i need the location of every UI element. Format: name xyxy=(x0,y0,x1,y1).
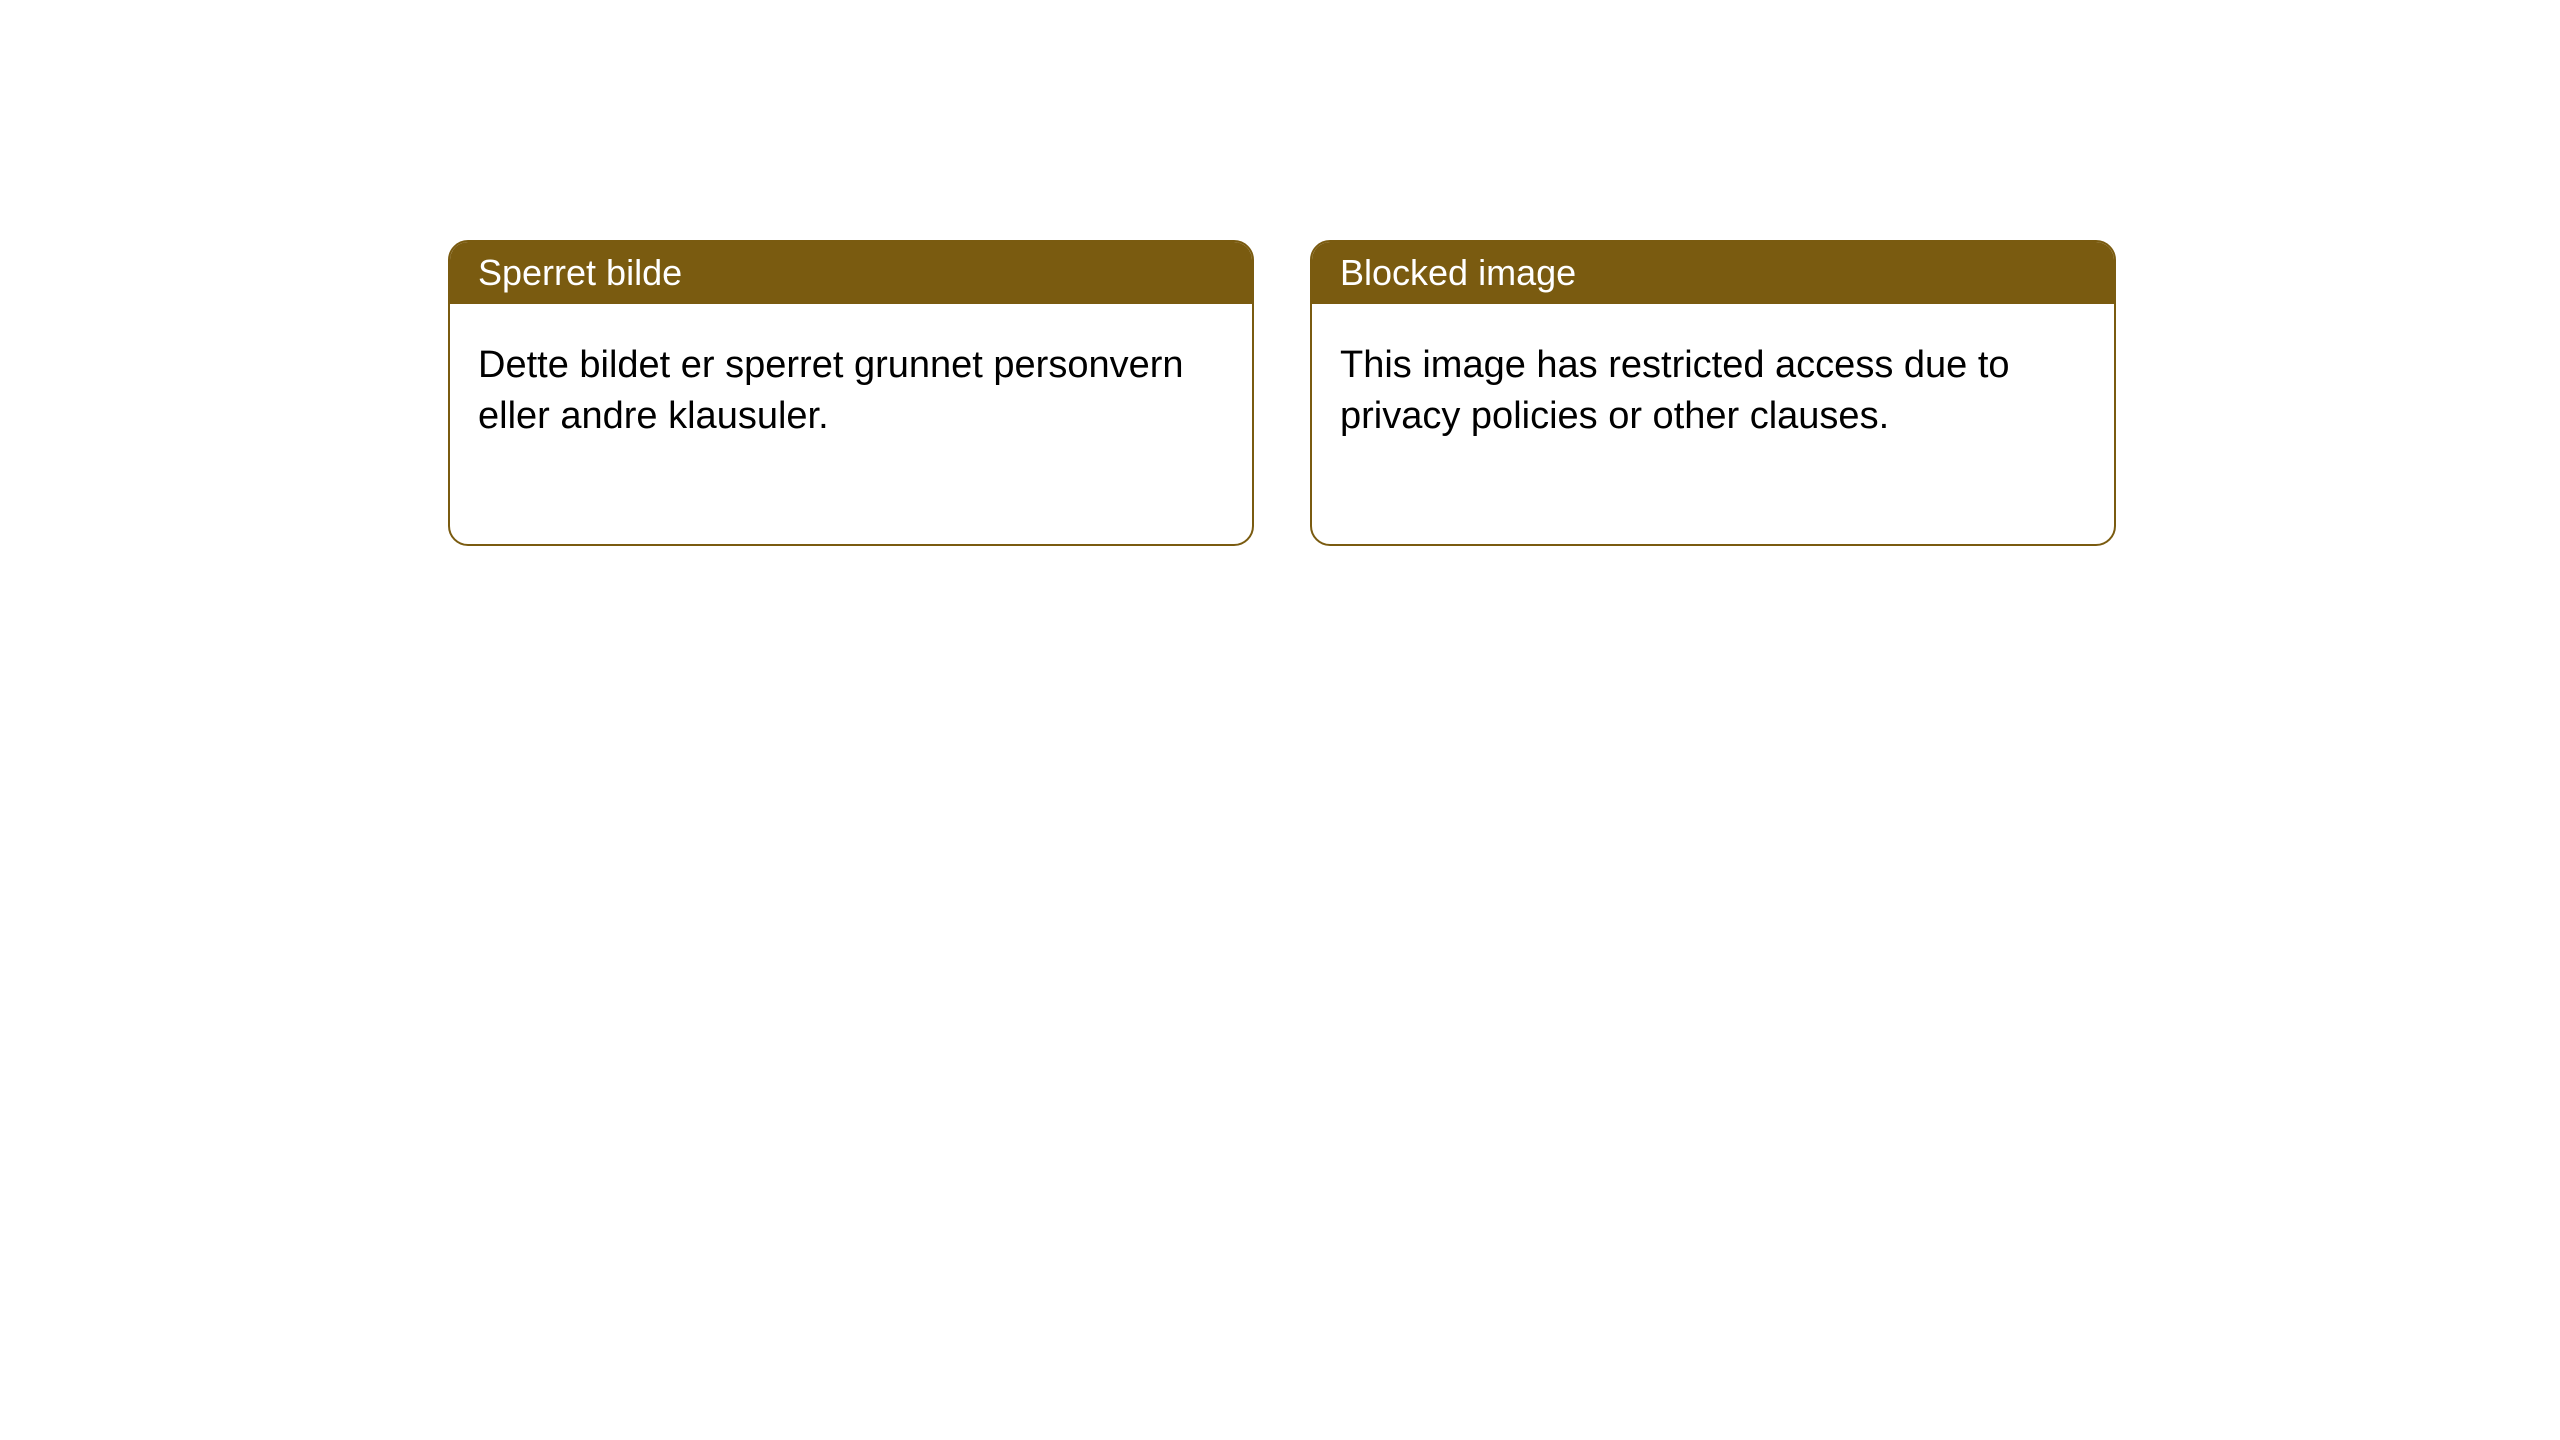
notice-container: Sperret bilde Dette bildet er sperret gr… xyxy=(0,0,2560,546)
notice-header-english: Blocked image xyxy=(1312,242,2114,304)
notice-body-english: This image has restricted access due to … xyxy=(1312,304,2114,544)
notice-body-norwegian: Dette bildet er sperret grunnet personve… xyxy=(450,304,1252,544)
notice-card-norwegian: Sperret bilde Dette bildet er sperret gr… xyxy=(448,240,1254,546)
notice-header-norwegian: Sperret bilde xyxy=(450,242,1252,304)
notice-card-english: Blocked image This image has restricted … xyxy=(1310,240,2116,546)
